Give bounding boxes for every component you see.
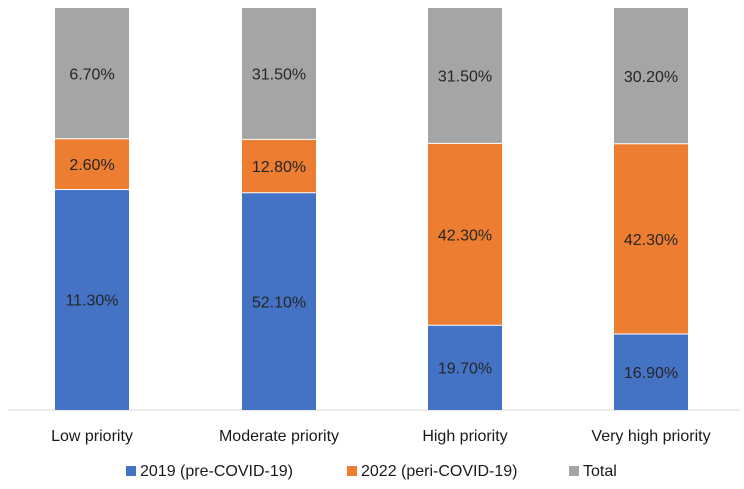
bar-moderate-priority-total [242, 8, 316, 140]
bar-low-priority-2019-pre-covid-19 [55, 189, 129, 410]
data-label-high-priority-total: 31.50% [438, 69, 492, 86]
bar-high-priority-2022-peri-covid-19 [428, 143, 502, 326]
legend-swatch-2019-pre-covid-19 [126, 466, 136, 476]
bar-very-high-priority-2019-pre-covid-19 [614, 334, 688, 410]
legend-swatch-total [569, 466, 579, 476]
bar-high-priority-total [428, 8, 502, 144]
legend-label-2022-peri-covid-19: 2022 (peri-COVID-19) [361, 463, 518, 480]
legend-label-total: Total [583, 463, 617, 480]
bar-low-priority-total [55, 8, 129, 139]
legend-swatch-2022-peri-covid-19 [347, 466, 357, 476]
data-label-low-priority-total: 6.70% [69, 66, 114, 83]
legend-label-2019-pre-covid-19: 2019 (pre-COVID-19) [140, 463, 293, 480]
legend: 2019 (pre-COVID-19) 2022 (peri-COVID-19) T… [126, 463, 617, 480]
data-label-low-priority-2019-pre-covid-19: 11.30% [65, 293, 118, 310]
data-label-group: 11.30% 2.60% 6.70% 52.10% 12.80% 31.50% 19.70%… [65, 66, 678, 382]
x-tick-label-low-priority: Low priority [51, 428, 133, 445]
data-label-very-high-priority-total: 30.20% [624, 69, 678, 86]
data-label-high-priority-2019-pre-covid-19: 19.70% [438, 361, 492, 378]
bar-high-priority-2019-pre-covid-19 [428, 325, 502, 410]
data-label-high-priority-2022-peri-covid-19: 42.30% [438, 227, 492, 244]
bar-very-high-priority-2022-peri-covid-19 [614, 143, 688, 335]
x-tick-label-high-priority: High priority [422, 428, 507, 445]
bar-very-high-priority-total [614, 8, 688, 144]
bar-low-priority-2022-peri-covid-19 [55, 138, 129, 190]
x-tick-label-very-high-priority: Very high priority [591, 428, 710, 445]
bar-moderate-priority-2022-peri-covid-19 [242, 139, 316, 193]
x-tick-label-moderate-priority: Moderate priority [219, 428, 339, 445]
data-label-moderate-priority-total: 31.50% [252, 67, 306, 84]
x-tick-label-group: Low priority Moderate priority High priori… [51, 428, 710, 445]
data-label-very-high-priority-2022-peri-covid-19: 42.30% [624, 232, 678, 249]
data-label-moderate-priority-2022-peri-covid-19: 12.80% [252, 159, 306, 176]
bar-group [55, 8, 688, 410]
data-label-very-high-priority-2019-pre-covid-19: 16.90% [624, 365, 678, 382]
data-label-low-priority-2022-peri-covid-19: 2.60% [69, 157, 114, 174]
bar-moderate-priority-2019-pre-covid-19 [242, 192, 316, 410]
data-label-moderate-priority-2019-pre-covid-19: 52.10% [252, 294, 306, 311]
